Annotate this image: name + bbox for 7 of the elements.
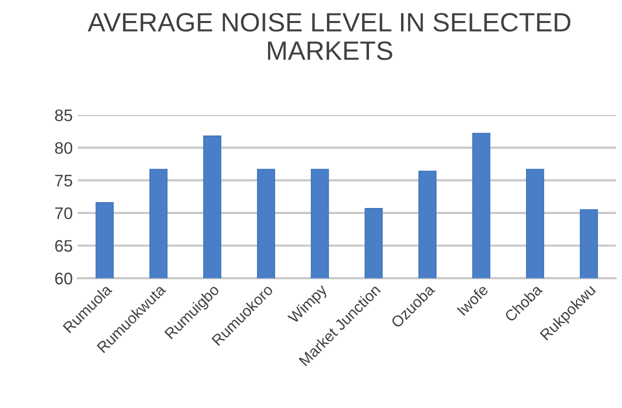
y-tick-label: 65 [55,240,72,252]
y-tick-label: 85 [55,109,72,122]
y-tick-label: 70 [55,207,72,220]
y-tick-label: 60 [55,272,72,284]
y-tick-label: 75 [55,174,72,187]
chart-title: AVERAGE NOISE LEVEL IN SELECTED MARKETS [88,12,570,60]
y-tick-label: 80 [55,142,72,154]
